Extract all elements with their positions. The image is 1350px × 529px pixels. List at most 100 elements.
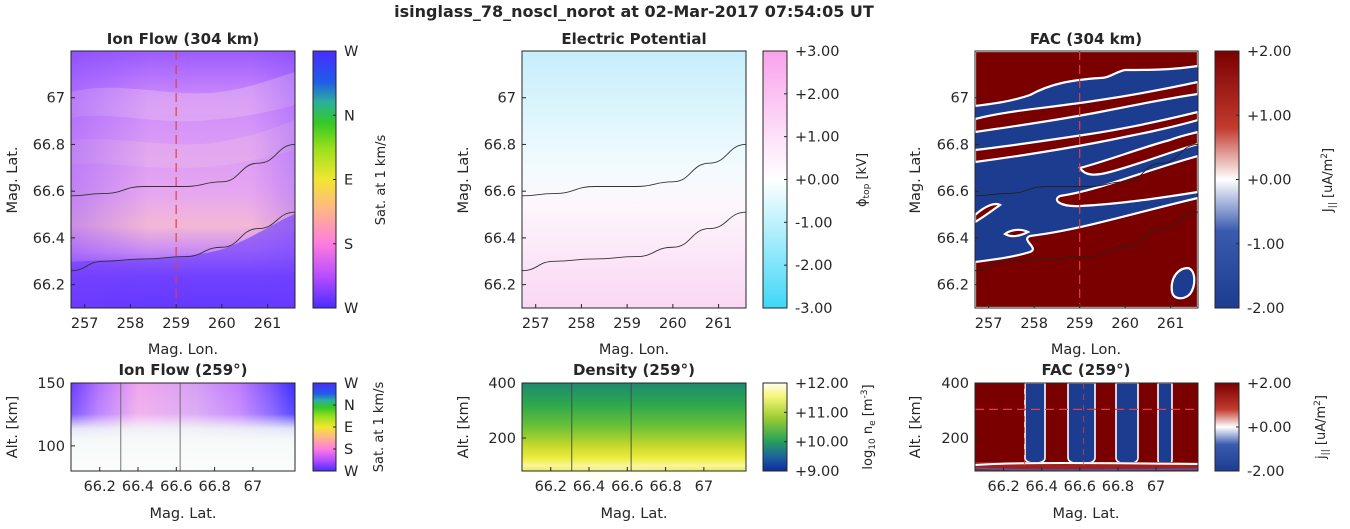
colorbar-label: J|| [uA/m2] xyxy=(1320,148,1338,213)
x-axis-label: Mag. Lat. xyxy=(600,506,667,522)
x-tick-label: 261 xyxy=(254,316,282,332)
x-tick-label: 66.2 xyxy=(987,479,1019,495)
colorbar-tick-label: W xyxy=(344,376,358,392)
y-tick-label: 400 xyxy=(941,376,969,392)
colorbar-tick-label: +0.00 xyxy=(795,173,839,189)
y-tick-label: 66.2 xyxy=(33,278,65,294)
plot-frame xyxy=(70,50,296,309)
x-tick-label: 258 xyxy=(1020,316,1048,332)
panel-title: Electric Potential xyxy=(561,30,706,48)
colorbar-label: Sat. at 1 km/s xyxy=(372,382,387,473)
contour-line xyxy=(521,144,747,197)
panel-density-bottom: Density (259°) 66.2 66.4 66.6 66.8 67400200 … xyxy=(456,361,878,522)
y-axis-label: Mag. Lat. xyxy=(5,146,21,213)
axes: 257 258 259 260 261 67 66.8 66.6 66.4 66.2 xyxy=(484,91,733,332)
x-tick-label: 259 xyxy=(1066,316,1094,332)
plot-frame xyxy=(521,382,747,472)
x-tick-label: 261 xyxy=(705,316,733,332)
colorbar-tick-label: S xyxy=(344,442,353,458)
x-tick-label: 67 xyxy=(695,479,713,495)
colorbar-tick-label: +2.00 xyxy=(1247,376,1291,392)
colorbar-tick-label: -3.00 xyxy=(795,301,833,317)
colorbar-tick-label: +0.00 xyxy=(1247,420,1291,436)
y-tick-label: 67 xyxy=(951,91,969,107)
y-tick-label: 66.8 xyxy=(33,137,65,153)
x-tick-label: 66.8 xyxy=(1102,479,1134,495)
colorbar xyxy=(1214,50,1240,309)
panel-fac-top: FAC (304 km) 257 258 259 260 261 67 66.8 66.6 66… xyxy=(908,30,1338,358)
colorbar-tick-label: +1.00 xyxy=(795,130,839,146)
y-tick-label: 66.4 xyxy=(484,231,516,247)
colorbar-tick-label: +1.00 xyxy=(1247,108,1291,124)
y-tick-label: 66.8 xyxy=(484,137,516,153)
x-tick-label: 66.8 xyxy=(649,479,681,495)
y-tick-label: 66.6 xyxy=(937,184,969,200)
x-tick-label: 261 xyxy=(1157,316,1185,332)
y-tick-label: 66.2 xyxy=(484,278,516,294)
heatmap-image xyxy=(975,51,1198,308)
colorbar-tick-label: +12.00 xyxy=(795,376,849,392)
panel-title: FAC (259°) xyxy=(1042,361,1131,379)
panel-ion-flow-bottom: Ion Flow (259°) 66.2 66.4 66.6 66.8 67 150 100… xyxy=(5,361,387,522)
colorbar xyxy=(312,382,337,472)
heatmap-image xyxy=(71,51,295,308)
axes: 257 258 259 260 261 67 66.8 66.6 66.4 66.2 xyxy=(33,91,282,332)
colorbar-tick-label: -2.00 xyxy=(1247,301,1285,317)
panel-ion-flow-top: Ion Flow (304 km) 257 258 259 260 261 67 66.8 6… xyxy=(5,30,389,358)
colorbar-label: log10 ne [m-3] xyxy=(860,384,878,469)
y-tick-label: 66.6 xyxy=(33,184,65,200)
colorbar-ticks: W N E S W xyxy=(333,44,358,317)
x-tick-label: 260 xyxy=(1111,316,1139,332)
colorbar-tick-label: +3.00 xyxy=(795,44,839,60)
colorbar-tick-label: E xyxy=(344,420,353,436)
x-tick-label: 66.4 xyxy=(573,479,605,495)
x-tick-label: 257 xyxy=(975,316,1003,332)
y-tick-label: 66.8 xyxy=(937,137,969,153)
colorbar-tick-label: +10.00 xyxy=(795,435,849,451)
x-tick-label: 257 xyxy=(522,316,550,332)
x-tick-label: 66.6 xyxy=(1064,479,1096,495)
y-tick-label: 400 xyxy=(488,376,516,392)
x-tick-label: 257 xyxy=(71,316,99,332)
colorbar-ticks: +2.00 +0.00 -2.00 xyxy=(1236,376,1291,480)
x-axis-label: Mag. Lon. xyxy=(1051,342,1121,358)
heatmap-glow xyxy=(530,456,710,480)
colorbar xyxy=(762,382,788,472)
colorbar-label: ϕtop [kV] xyxy=(855,153,872,207)
colorbar-tick-label: +2.00 xyxy=(1247,44,1291,60)
contour-line xyxy=(975,211,1198,272)
contour-line xyxy=(71,144,295,197)
colorbar-tick-label: N xyxy=(344,398,355,414)
y-tick-label: 66.4 xyxy=(33,231,65,247)
heatmap-image xyxy=(522,51,746,308)
x-tick-label: 66.8 xyxy=(198,479,230,495)
colorbar-tick-label: S xyxy=(344,237,353,253)
contour-line xyxy=(71,211,295,272)
x-axis-label: Mag. Lon. xyxy=(148,342,218,358)
x-tick-label: 260 xyxy=(659,316,687,332)
x-tick-label: 67 xyxy=(244,479,262,495)
colorbar-tick-label: -2.00 xyxy=(795,258,833,274)
x-tick-label: 258 xyxy=(568,316,596,332)
colorbar-tick-label: -2.00 xyxy=(1247,464,1285,480)
panel-fac-bottom: FAC (259°) 66.2 66.4 66.6 66.8 67 400 200 Mag.… xyxy=(908,361,1331,522)
y-axis-label: Alt. [km] xyxy=(5,396,21,459)
colorbar-label: Sat. at 1 km/s xyxy=(374,135,389,226)
panel-title: Ion Flow (259°) xyxy=(118,361,247,379)
x-axis-label: Mag. Lat. xyxy=(149,506,216,522)
x-tick-label: 66.2 xyxy=(84,479,116,495)
colorbar-tick-label: +2.00 xyxy=(795,87,839,103)
heatmap-overlay xyxy=(71,383,295,471)
y-tick-label: 66.2 xyxy=(937,278,969,294)
y-tick-label: 66.4 xyxy=(937,231,969,247)
colorbar-tick-label: W xyxy=(344,44,358,60)
x-tick-label: 66.6 xyxy=(611,479,643,495)
colorbar-tick-label: E xyxy=(344,173,353,189)
colorbar-tick-label: N xyxy=(344,108,355,124)
y-axis-label: Mag. Lat. xyxy=(908,146,924,213)
figure-title: isinglass_78_noscl_norot at 02-Mar-2017 … xyxy=(394,2,874,21)
plot-frame xyxy=(70,382,296,472)
colorbar-tick-label: -1.00 xyxy=(795,215,833,231)
panel-title: Density (259°) xyxy=(573,361,695,379)
colorbar-tick-label: +9.00 xyxy=(795,464,839,480)
